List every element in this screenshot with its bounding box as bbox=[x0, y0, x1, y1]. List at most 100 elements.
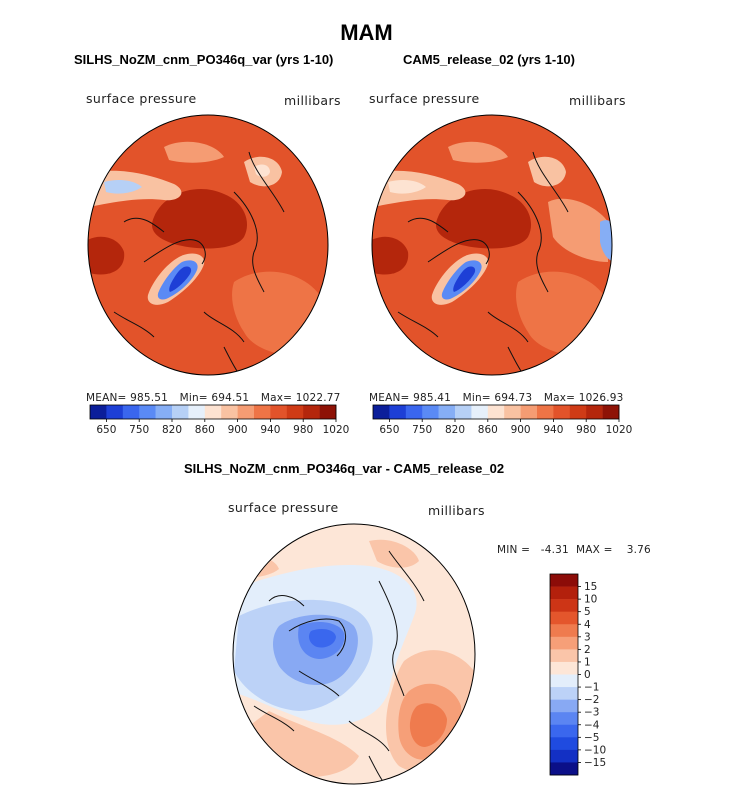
panel-3-units: millibars bbox=[428, 503, 485, 518]
greenland-low bbox=[169, 266, 192, 292]
low-pressure-region bbox=[104, 179, 142, 194]
colorbar-swatch bbox=[553, 405, 571, 419]
colorbar-swatch bbox=[204, 405, 222, 419]
panel-3-stats: MIN = -4.31 MAX = 3.76 bbox=[497, 544, 651, 556]
panel-2-mean: 985.41 bbox=[413, 392, 452, 404]
colorbar-swatch bbox=[550, 649, 578, 663]
panel-2-variable: surface pressure bbox=[369, 91, 480, 106]
colorbar-swatch bbox=[139, 405, 156, 419]
colorbar-frame bbox=[372, 404, 620, 420]
panel-1-map bbox=[87, 114, 329, 376]
colorbar-swatch bbox=[172, 405, 189, 419]
colorbar-tick-label: 650 bbox=[96, 424, 116, 436]
colorbar-tick-label: −1 bbox=[584, 682, 599, 694]
colorbar-tick-label: 1 bbox=[584, 656, 591, 668]
colorbar-tick-label: −2 bbox=[584, 694, 599, 706]
colorbar-tick-label: 5 bbox=[584, 606, 591, 618]
colorbar-swatch bbox=[438, 405, 456, 419]
colorbar-swatch bbox=[504, 405, 521, 419]
low-pressure-region bbox=[448, 141, 508, 163]
colorbar-tick-label: −10 bbox=[584, 744, 606, 756]
colorbar-tick-label: 860 bbox=[195, 424, 215, 436]
colorbar-swatch bbox=[550, 636, 578, 650]
high-pressure-region bbox=[436, 188, 532, 249]
map-border bbox=[232, 523, 476, 785]
colorbar-swatch bbox=[188, 405, 206, 419]
colorbar-tick-label: 940 bbox=[260, 424, 280, 436]
positive-region bbox=[409, 703, 447, 747]
panel-1-stats: MEAN= 985.51 Min= 694.51 Max= 1022.77 bbox=[86, 392, 341, 404]
colorbar-swatch bbox=[373, 405, 390, 419]
panel-1-max: 1022.77 bbox=[295, 392, 341, 404]
moderate-pressure-region bbox=[548, 198, 608, 262]
greenland-low bbox=[453, 266, 476, 292]
colorbar-swatch bbox=[550, 737, 578, 751]
panel-1-units: millibars bbox=[284, 93, 341, 108]
panel-3-title: SILHS_NoZM_cnm_PO346q_var - CAM5_release… bbox=[184, 461, 505, 476]
colorbar-swatch bbox=[550, 586, 578, 600]
figure-title: MAM bbox=[340, 20, 393, 45]
colorbar-swatch bbox=[550, 674, 578, 688]
colorbar-swatch bbox=[90, 405, 107, 419]
panel-2-units: millibars bbox=[569, 93, 626, 108]
colorbar-tick-label: 650 bbox=[379, 424, 399, 436]
colorbar-tick-label: 980 bbox=[576, 424, 596, 436]
colorbar-tick-label: 900 bbox=[511, 424, 531, 436]
colorbar-tick-label: 1020 bbox=[606, 424, 633, 436]
coastline bbox=[397, 151, 569, 375]
colorbar-swatch bbox=[550, 699, 578, 713]
colorbar-tick-label: 1020 bbox=[323, 424, 350, 436]
colorbar-swatch bbox=[550, 611, 578, 625]
colorbar-tick-label: 2 bbox=[584, 644, 591, 656]
colorbar-tick-label: 820 bbox=[162, 424, 182, 436]
colorbar-tick-label: −4 bbox=[584, 719, 600, 731]
colorbar-swatch bbox=[106, 405, 124, 419]
colorbar-swatch bbox=[550, 762, 578, 776]
colorbar-swatch bbox=[122, 405, 140, 419]
colorbar-swatch bbox=[550, 599, 578, 612]
high-pressure-region bbox=[88, 236, 125, 275]
colorbar-swatch bbox=[270, 405, 288, 419]
colorbar-swatch bbox=[586, 405, 603, 419]
panel-2-title: CAM5_release_02 (yrs 1-10) bbox=[403, 52, 575, 67]
colorbar-tick-label: 0 bbox=[584, 669, 591, 681]
coastline bbox=[113, 151, 285, 375]
coastline bbox=[253, 550, 425, 784]
colorbar-swatch bbox=[303, 405, 320, 419]
colorbar-swatch bbox=[550, 661, 578, 675]
colorbar-swatch bbox=[221, 405, 238, 419]
colorbar-swatch bbox=[550, 624, 578, 638]
colorbar-tick-label: 10 bbox=[584, 594, 597, 606]
panel-2-stats: MEAN= 985.41 Min= 694.73 Max= 1026.93 bbox=[369, 392, 624, 404]
panel-1-min: 694.51 bbox=[211, 392, 250, 404]
panel-1-title: SILHS_NoZM_cnm_PO346q_var (yrs 1-10) bbox=[74, 52, 334, 67]
colorbar-tick-label: 750 bbox=[412, 424, 432, 436]
colorbar-tick-label: −5 bbox=[584, 732, 599, 744]
colorbar-tick-label: 860 bbox=[478, 424, 498, 436]
colorbar-swatch bbox=[455, 405, 472, 419]
colorbar-swatch bbox=[602, 405, 620, 419]
colorbar-tick-label: 15 bbox=[584, 581, 597, 593]
colorbar-tick-label: 820 bbox=[445, 424, 465, 436]
colorbar-swatch bbox=[254, 405, 271, 419]
colorbar-swatch bbox=[537, 405, 554, 419]
colorbar-swatch bbox=[520, 405, 538, 419]
negative-region bbox=[309, 629, 336, 648]
colorbar-swatch bbox=[286, 405, 304, 419]
colorbar-tick-label: −15 bbox=[584, 757, 606, 769]
low-pressure-region bbox=[600, 220, 612, 262]
panel-1-colorbar: 650 750 820 860 900 940 980 1020 bbox=[89, 404, 349, 436]
low-pressure-region bbox=[254, 164, 270, 177]
colorbar-swatch bbox=[422, 405, 439, 419]
map-border bbox=[371, 114, 613, 376]
panel-2-min: 694.73 bbox=[494, 392, 533, 404]
high-pressure-region bbox=[372, 236, 409, 275]
colorbar-swatch bbox=[569, 405, 587, 419]
panel-2-max: 1026.93 bbox=[578, 392, 624, 404]
colorbar-tick-label: 980 bbox=[293, 424, 313, 436]
colorbar-swatch bbox=[550, 574, 578, 587]
colorbar-tick-label: 750 bbox=[129, 424, 149, 436]
colorbar-swatch bbox=[405, 405, 423, 419]
colorbar-swatch bbox=[237, 405, 255, 419]
panel-1-mean: 985.51 bbox=[130, 392, 169, 404]
